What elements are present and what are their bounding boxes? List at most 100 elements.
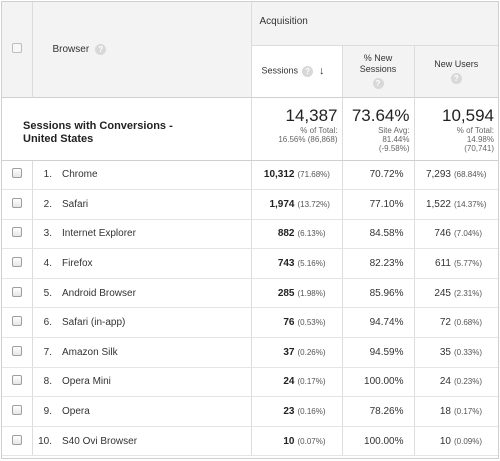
- new-users-header-label: New Users: [434, 58, 479, 69]
- browser-name-link[interactable]: Firefox: [62, 248, 252, 279]
- table-row[interactable]: 9. Opera 23 (0.16%) 78.26% 18 (0.17%): [2, 396, 498, 427]
- row-select-cell: [2, 278, 33, 309]
- new-users-share: (2.31%): [454, 288, 483, 298]
- sessions-share: (0.07%): [297, 436, 326, 446]
- row-index: 5.: [32, 278, 62, 309]
- browser-column-header[interactable]: Browser?: [32, 2, 252, 97]
- sessions-value: 23: [283, 406, 295, 418]
- sessions-value: 10: [283, 435, 295, 447]
- help-icon[interactable]: ?: [450, 72, 462, 84]
- row-select-cell: [2, 160, 33, 191]
- row-checkbox[interactable]: [11, 316, 22, 327]
- table-row[interactable]: 3. Internet Explorer 882 (6.13%) 84.58% 7…: [2, 219, 498, 250]
- table-row[interactable]: 2. Safari 1,974 (13.72%) 77.10% 1,522 (14.…: [2, 189, 498, 220]
- pct-new-sessions-cell: 82.23%: [342, 248, 415, 279]
- sessions-column-header[interactable]: Sessions? ↓: [251, 44, 343, 97]
- row-checkbox[interactable]: [11, 257, 22, 268]
- pct-new-sessions-cell: 78.26%: [342, 396, 415, 427]
- browser-name-link[interactable]: Opera Mini: [62, 367, 252, 398]
- row-checkbox[interactable]: [11, 345, 22, 356]
- table-body: 1. Chrome 10,312 (71.68%) 70.72% 7,293 (68…: [2, 160, 498, 457]
- new-users-share: (0.33%): [454, 347, 483, 357]
- new-users-value: 72: [439, 317, 451, 329]
- table-row[interactable]: 8. Opera Mini 24 (0.17%) 100.00% 24 (0.23%…: [2, 367, 498, 398]
- browser-header-label: Browser: [52, 43, 90, 55]
- help-icon[interactable]: ?: [372, 78, 384, 89]
- new-users-value: 245: [434, 287, 451, 299]
- row-index: 1.: [32, 160, 62, 191]
- table-row[interactable]: 6. Safari (in-app) 76 (0.53%) 94.74% 72 (0…: [2, 307, 498, 339]
- browser-name-link[interactable]: Safari (in-app): [62, 307, 252, 339]
- row-select-cell: [2, 426, 33, 457]
- table-row[interactable]: 7. Amazon Silk 37 (0.26%) 94.59% 35 (0.33%…: [2, 337, 498, 368]
- row-select-cell: [2, 219, 33, 250]
- row-checkbox[interactable]: [11, 375, 22, 386]
- row-checkbox[interactable]: [11, 405, 22, 416]
- select-all-checkbox[interactable]: [11, 43, 22, 53]
- help-icon[interactable]: ?: [302, 65, 314, 77]
- browser-name-link[interactable]: S40 Ovi Browser: [62, 426, 252, 457]
- new-users-value: 611: [435, 258, 451, 270]
- browser-name-link[interactable]: Chrome: [62, 160, 252, 191]
- pct-new-sessions-header-line2: Sessions: [359, 64, 397, 74]
- row-checkbox[interactable]: [11, 168, 22, 179]
- row-checkbox[interactable]: [11, 197, 22, 208]
- row-checkbox[interactable]: [11, 286, 22, 297]
- table-row[interactable]: 4. Firefox 743 (5.16%) 82.23% 611 (5.77%): [2, 248, 498, 279]
- new-users-share: (0.68%): [454, 318, 483, 328]
- browser-name-link[interactable]: Android Browser: [62, 278, 252, 309]
- summary-pct-new-sessions: 73.64% Site Avg: 81.44% (-9.58%): [342, 96, 415, 161]
- sessions-share: (0.16%): [297, 407, 326, 417]
- summary-title-line2: United States: [23, 132, 94, 145]
- row-select-cell: [2, 189, 33, 220]
- new-users-value: 18: [439, 406, 451, 418]
- browser-report-table: Browser? Acquisition Sessions? ↓ % New Se…: [2, 2, 498, 457]
- new-users-column-header[interactable]: New Users ?: [414, 44, 498, 97]
- sessions-share: (0.53%): [297, 318, 326, 328]
- row-index: 6.: [32, 307, 62, 339]
- sessions-cell: 882 (6.13%): [251, 219, 343, 250]
- summary-new-users-sub3: (70,741): [464, 143, 494, 153]
- row-index: 10.: [32, 426, 62, 457]
- help-icon[interactable]: ?: [95, 43, 107, 55]
- sessions-cell: 743 (5.16%): [251, 248, 343, 279]
- pct-new-sessions-cell: 85.96%: [342, 278, 415, 309]
- table-row[interactable]: 1. Chrome 10,312 (71.68%) 70.72% 7,293 (68…: [2, 160, 498, 191]
- sessions-share: (1.98%): [297, 288, 326, 298]
- row-select-cell: [2, 396, 33, 427]
- sessions-header-label: Sessions: [261, 65, 299, 76]
- summary-row: Sessions with Conversions - United State…: [2, 96, 498, 161]
- table-row[interactable]: 5. Android Browser 285 (1.98%) 85.96% 245…: [2, 278, 498, 309]
- summary-new-users-value: 10,594: [442, 105, 494, 125]
- sessions-cell: 10,312 (71.68%): [251, 160, 343, 191]
- summary-pct-new-sub3: (-9.58%): [378, 143, 410, 153]
- browser-name-link[interactable]: Internet Explorer: [62, 219, 252, 250]
- summary-sessions-sub2: 16.56% (86,868): [278, 134, 338, 144]
- summary-pct-new-sub1: Site Avg:: [378, 125, 410, 135]
- sessions-value: 76: [283, 317, 295, 329]
- table-row[interactable]: 10. S40 Ovi Browser 10 (0.07%) 100.00% 10…: [2, 426, 498, 457]
- pct-new-sessions-column-header[interactable]: % New Sessions ?: [342, 44, 415, 97]
- summary-new-users: 10,594 % of Total: 14.98% (70,741): [414, 96, 498, 161]
- summary-title: Sessions with Conversions - United State…: [2, 96, 252, 161]
- row-select-cell: [2, 307, 33, 339]
- sessions-value: 24: [283, 376, 295, 388]
- summary-sessions-sub1: % of Total:: [300, 125, 338, 135]
- sessions-cell: 76 (0.53%): [251, 307, 343, 339]
- browser-name-link[interactable]: Amazon Silk: [62, 337, 252, 368]
- sessions-share: (5.16%): [297, 259, 326, 269]
- browser-name-link[interactable]: Safari: [62, 189, 252, 220]
- row-checkbox[interactable]: [11, 434, 22, 445]
- browser-name-link[interactable]: Opera: [62, 396, 252, 427]
- row-checkbox[interactable]: [11, 227, 22, 238]
- pct-new-sessions-cell: 77.10%: [342, 189, 415, 220]
- summary-pct-new-sub2: 81.44%: [382, 134, 410, 144]
- acquisition-group-header: Acquisition: [251, 2, 498, 46]
- new-users-cell: 10 (0.09%): [414, 426, 498, 457]
- sessions-value: 37: [283, 346, 295, 358]
- select-all-cell: [2, 2, 33, 97]
- new-users-cell: 72 (0.68%): [414, 307, 498, 339]
- new-users-cell: 1,522 (14.37%): [414, 189, 498, 220]
- sort-descending-icon[interactable]: ↓: [319, 65, 325, 77]
- new-users-share: (0.17%): [454, 407, 483, 417]
